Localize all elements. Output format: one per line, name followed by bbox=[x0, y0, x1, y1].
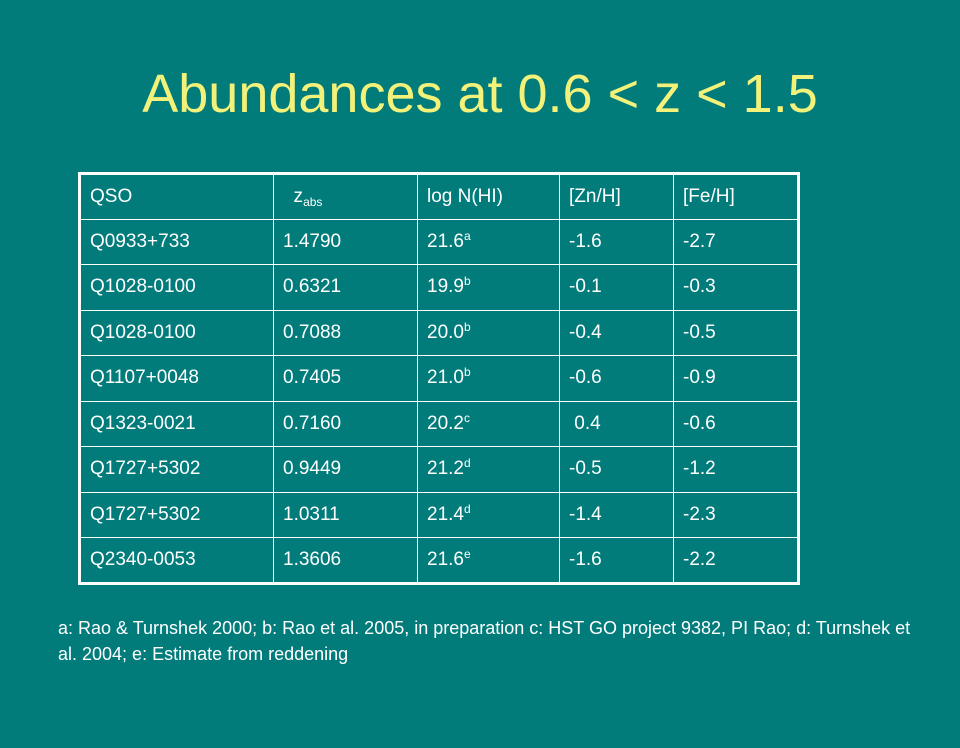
cell-qso: Q1028-0100 bbox=[79, 264, 274, 311]
cell-qso: Q0933+733 bbox=[79, 218, 274, 265]
cell-zabs: 0.7405 bbox=[273, 355, 418, 402]
table-row: Q2340-0053 1.3606 21.6e -1.6 -2.2 bbox=[79, 537, 799, 584]
cell-zn-h: -0.5 bbox=[559, 446, 674, 493]
cell-zn-h: -1.6 bbox=[559, 537, 674, 584]
cell-zn-h: 0.4 bbox=[559, 400, 674, 447]
cell-zn-h: -1.6 bbox=[559, 218, 674, 265]
column-header-zn-h: [Zn/H] bbox=[559, 173, 674, 220]
cell-log-nhi: 21.4d bbox=[417, 491, 560, 538]
table-row: Q1028-0100 0.6321 19.9b -0.1 -0.3 bbox=[79, 264, 799, 311]
table-row: Q1323-0021 0.7160 20.2c 0.4 -0.6 bbox=[79, 400, 799, 447]
cell-zabs: 0.9449 bbox=[273, 446, 418, 493]
cell-fe-h: -2.3 bbox=[673, 491, 799, 538]
table-row: Q0933+733 1.4790 21.6a -1.6 -2.7 bbox=[79, 218, 799, 265]
cell-zabs: 0.6321 bbox=[273, 264, 418, 311]
cell-log-nhi: 21.6e bbox=[417, 537, 560, 584]
cell-qso: Q1727+5302 bbox=[79, 446, 274, 493]
cell-qso: Q2340-0053 bbox=[79, 537, 274, 584]
table-row: Q1028-0100 0.7088 20.0b -0.4 -0.5 bbox=[79, 309, 799, 356]
reference-superscript: b bbox=[463, 365, 471, 380]
cell-zabs: 1.4790 bbox=[273, 218, 418, 265]
column-header-qso: QSO bbox=[79, 173, 274, 220]
reference-superscript: b bbox=[463, 274, 471, 289]
cell-zn-h: -1.4 bbox=[559, 491, 674, 538]
cell-zn-h: -0.1 bbox=[559, 264, 674, 311]
column-header-log-nhi: log N(HI) bbox=[417, 173, 560, 220]
slide-title: Abundances at 0.6 < z < 1.5 bbox=[142, 64, 818, 124]
cell-log-nhi: 21.0b bbox=[417, 355, 560, 402]
cell-fe-h: -0.6 bbox=[673, 400, 799, 447]
cell-zabs: 1.3606 bbox=[273, 537, 418, 584]
cell-log-nhi: 21.6a bbox=[417, 218, 560, 265]
footnote: a: Rao & Turnshek 2000; b: Rao et al. 20… bbox=[58, 618, 911, 664]
cell-qso: Q1028-0100 bbox=[79, 309, 274, 356]
cell-log-nhi: 19.9b bbox=[417, 264, 560, 311]
cell-fe-h: -0.5 bbox=[673, 309, 799, 356]
table-row: Q1727+5302 1.0311 21.4d -1.4 -2.3 bbox=[79, 491, 799, 538]
table-row: Q1727+5302 0.9449 21.2d -0.5 -1.2 bbox=[79, 446, 799, 493]
cell-fe-h: -1.2 bbox=[673, 446, 799, 493]
reference-superscript: e bbox=[463, 546, 471, 561]
reference-superscript: a bbox=[463, 228, 471, 243]
cell-zabs: 1.0311 bbox=[273, 491, 418, 538]
cell-zabs: 0.7160 bbox=[273, 400, 418, 447]
cell-qso: Q1323-0021 bbox=[79, 400, 274, 447]
cell-log-nhi: 20.2c bbox=[417, 400, 560, 447]
cell-qso: Q1727+5302 bbox=[79, 491, 274, 538]
reference-superscript: b bbox=[463, 319, 471, 334]
cell-log-nhi: 21.2d bbox=[417, 446, 560, 493]
reference-superscript: d bbox=[463, 501, 471, 516]
column-header-fe-h: [Fe/H] bbox=[673, 173, 799, 220]
cell-fe-h: -2.7 bbox=[673, 218, 799, 265]
cell-fe-h: -2.2 bbox=[673, 537, 799, 584]
column-header-zabs: zabs bbox=[273, 173, 418, 220]
abundance-table: QSO zabs log N(HI) [Zn/H] [Fe/H] Q0933+7… bbox=[78, 172, 800, 585]
cell-log-nhi: 20.0b bbox=[417, 309, 560, 356]
table-row: Q1107+0048 0.7405 21.0b -0.6 -0.9 bbox=[79, 355, 799, 402]
cell-fe-h: -0.9 bbox=[673, 355, 799, 402]
cell-qso: Q1107+0048 bbox=[79, 355, 274, 402]
reference-superscript: c bbox=[463, 410, 470, 425]
table-header-row: QSO zabs log N(HI) [Zn/H] [Fe/H] bbox=[79, 173, 799, 220]
cell-zabs: 0.7088 bbox=[273, 309, 418, 356]
cell-zn-h: -0.4 bbox=[559, 309, 674, 356]
cell-fe-h: -0.3 bbox=[673, 264, 799, 311]
reference-superscript: d bbox=[463, 456, 471, 471]
cell-zn-h: -0.6 bbox=[559, 355, 674, 402]
